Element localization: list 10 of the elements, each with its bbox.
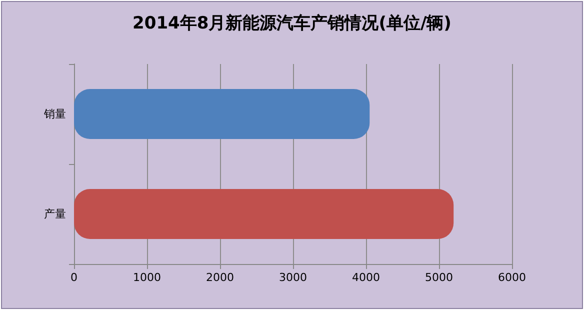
x-tick-label: 3000	[279, 271, 307, 284]
x-tick-label: 2000	[206, 271, 234, 284]
y-tick-label: 销量	[43, 108, 66, 120]
x-tick-label: 0	[70, 271, 78, 284]
chart-title: 2014年8月新能源汽车产销情况(单位/辆)	[132, 14, 452, 34]
x-tick-label: 5000	[425, 271, 453, 284]
y-tick-label: 产量	[44, 208, 66, 220]
x-tick-label: 4000	[352, 271, 380, 284]
x-tick-label: 1000	[133, 271, 161, 284]
x-tick-label: 6000	[498, 271, 526, 284]
